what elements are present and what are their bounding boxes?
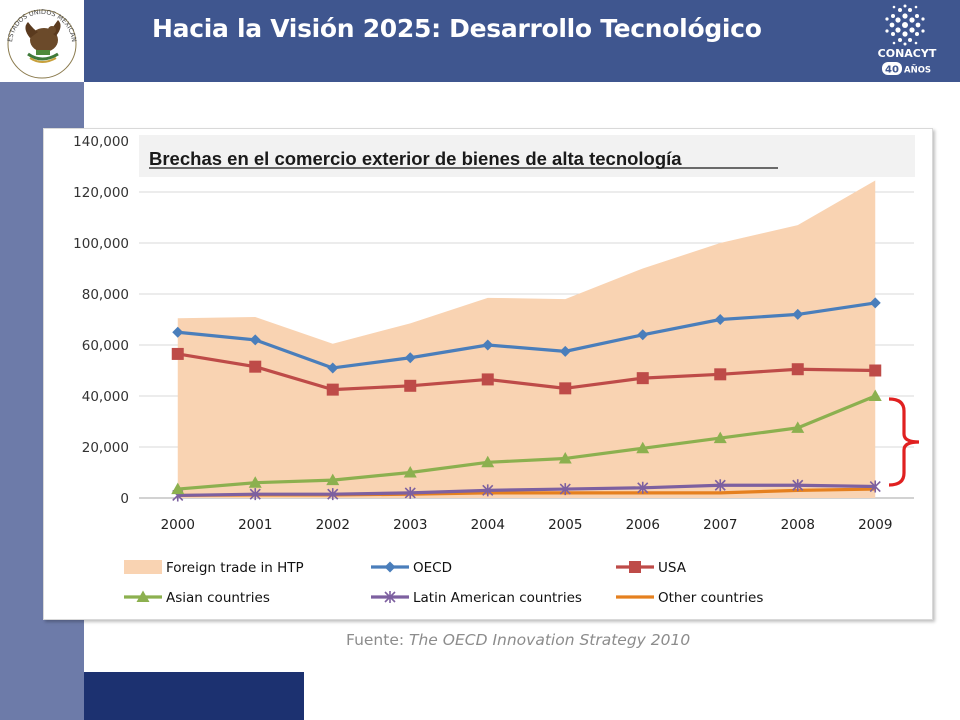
point-asian-countries [481, 455, 495, 468]
point-oecd [714, 314, 726, 325]
point-oecd [249, 334, 261, 346]
source-prefix: Fuente: [346, 631, 410, 649]
chart-title: Brechas en el comercio exterior de biene… [149, 148, 682, 169]
point-oecd [559, 345, 571, 357]
x-tick-label: 2006 [626, 517, 660, 533]
point-latin-american-countries [404, 486, 416, 499]
point-usa [559, 382, 572, 395]
point-asian-countries [558, 451, 572, 464]
series-line-latin-american-countries [177, 483, 876, 498]
x-tick-label: 2009 [858, 517, 892, 533]
point-asian-countries [636, 441, 650, 454]
legend-label-other-countries: Other countries [658, 590, 763, 606]
legend-marker-usa [629, 561, 641, 573]
x-tick-label: 2005 [548, 517, 582, 533]
legend-label-foreign-trade-in-htp: Foreign trade in HTP [166, 560, 304, 576]
point-latin-american-countries [482, 484, 494, 497]
point-usa [171, 347, 184, 360]
y-tick-label: 100,000 [73, 236, 129, 252]
point-usa [714, 368, 727, 381]
chart-panel: 0 20,000 40,000 60,000 80,000 100,000 120,000 1… [43, 128, 933, 620]
point-oecd [404, 352, 416, 364]
point-asian-countries [403, 466, 417, 478]
legend-label-usa: USA [658, 560, 687, 576]
y-tick-label: 140,000 [73, 134, 129, 150]
x-tick-label: 2003 [393, 517, 427, 533]
page-title: Hacia la Visión 2025: Desarrollo Tecnoló… [152, 14, 762, 43]
x-tick-label: 2001 [238, 517, 272, 533]
legend-marker-asian-countries [136, 590, 150, 602]
mexico-seal-logo: ESTADOS UNIDOS MEXICANOS [0, 0, 84, 82]
point-asian-countries [326, 473, 340, 486]
legend-swatch-foreign-trade-in-htp [124, 560, 162, 574]
point-latin-american-countries [559, 483, 571, 496]
area-foreign-trade-htp [177, 180, 876, 498]
trade-gap-chart: 0 20,000 40,000 60,000 80,000 100,000 120,000 1… [73, 134, 920, 606]
svg-text:40: 40 [885, 65, 899, 76]
point-usa [636, 372, 649, 385]
legend-label-oecd: OECD [413, 560, 452, 576]
point-usa [481, 373, 494, 386]
y-tick-label: 0 [120, 491, 129, 507]
svg-text:AÑOS: AÑOS [904, 65, 931, 76]
y-tick-label: 80,000 [82, 287, 129, 303]
point-asian-countries [713, 431, 727, 444]
series-line-usa [177, 352, 876, 392]
point-latin-american-countries [637, 481, 649, 494]
series-line-oecd [177, 301, 876, 370]
point-usa [791, 363, 804, 376]
point-oecd [792, 308, 804, 320]
x-tick-label: 2007 [703, 517, 737, 533]
svg-text:CONACYT: CONACYT [878, 47, 937, 60]
chart-title-banner [139, 135, 915, 177]
point-latin-american-countries [249, 488, 261, 501]
point-usa [249, 360, 262, 373]
point-oecd [172, 326, 184, 338]
series-line-asian-countries [177, 394, 876, 491]
point-oecd [637, 329, 649, 341]
source-note: Fuente: The OECD Innovation Strategy 201… [346, 631, 690, 649]
point-usa [326, 383, 339, 396]
point-latin-american-countries [714, 479, 726, 492]
x-tick-label: 2002 [316, 517, 350, 533]
point-oecd [482, 339, 494, 351]
point-latin-american-countries [327, 488, 339, 501]
point-asian-countries [171, 482, 185, 495]
conacyt-logo: CONACYT 40 AÑOS [862, 4, 952, 78]
point-usa [404, 379, 417, 392]
legend-label-latin-american-countries: Latin American countries [413, 590, 582, 606]
legend-label-asian-countries: Asian countries [166, 590, 270, 606]
x-tick-label: 2004 [471, 517, 505, 533]
point-latin-american-countries [869, 480, 881, 493]
x-tick-label: 2000 [161, 517, 195, 533]
gap-bracket-annotation [888, 397, 920, 487]
header-bar [0, 0, 960, 82]
legend-marker-latin-american-countries [384, 591, 396, 603]
point-asian-countries [791, 421, 805, 433]
x-tick-label: 2008 [781, 517, 815, 533]
y-tick-label: 40,000 [82, 389, 129, 405]
y-tick-label: 120,000 [73, 185, 129, 201]
point-latin-american-countries [792, 479, 804, 492]
y-tick-label: 20,000 [82, 440, 129, 456]
point-oecd [327, 362, 339, 374]
point-asian-countries [248, 476, 262, 488]
source-title: The OECD Innovation Strategy 2010 [409, 631, 691, 649]
point-usa [869, 364, 882, 377]
y-tick-label: 60,000 [82, 338, 129, 354]
bottom-accent-bar [84, 672, 304, 720]
point-oecd [869, 297, 881, 309]
point-asian-countries [868, 389, 882, 401]
legend-marker-oecd [384, 561, 396, 573]
